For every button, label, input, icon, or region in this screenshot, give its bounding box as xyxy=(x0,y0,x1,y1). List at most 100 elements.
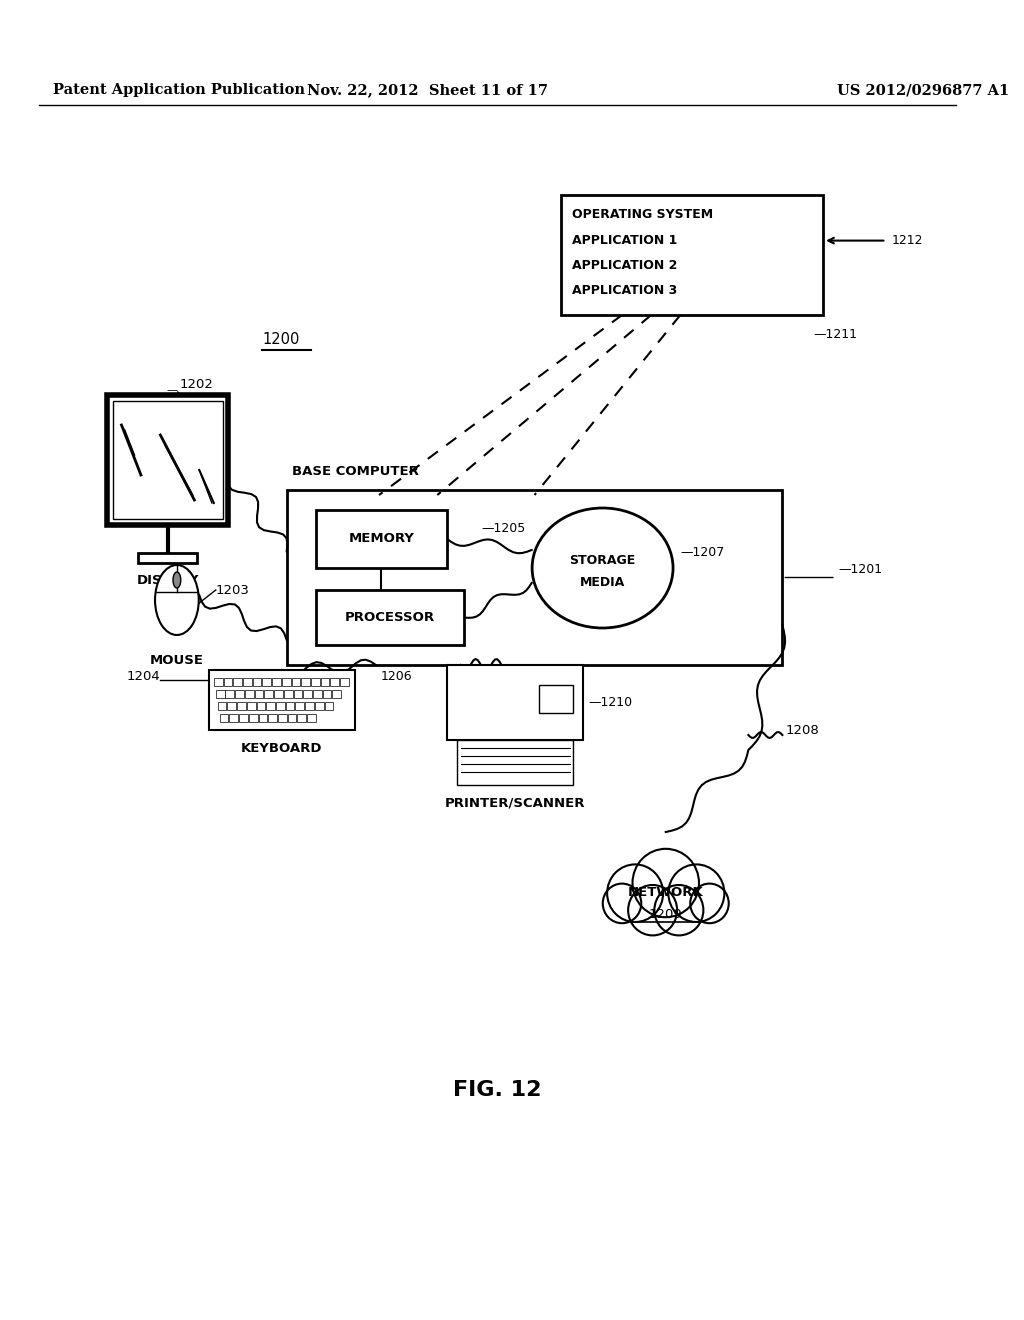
FancyBboxPatch shape xyxy=(218,702,226,710)
FancyBboxPatch shape xyxy=(457,741,573,785)
FancyBboxPatch shape xyxy=(297,714,306,722)
Text: —1207: —1207 xyxy=(680,546,725,560)
FancyBboxPatch shape xyxy=(258,714,267,722)
Text: —1205: —1205 xyxy=(481,521,525,535)
Text: MEDIA: MEDIA xyxy=(580,576,626,589)
Text: MOUSE: MOUSE xyxy=(150,653,204,667)
FancyBboxPatch shape xyxy=(243,678,252,686)
FancyBboxPatch shape xyxy=(284,690,293,698)
Text: 1203: 1203 xyxy=(216,583,250,597)
Text: MEMORY: MEMORY xyxy=(348,532,415,545)
Ellipse shape xyxy=(173,572,181,587)
Text: 1202: 1202 xyxy=(180,379,214,392)
Text: PROCESSOR: PROCESSOR xyxy=(345,611,435,624)
FancyBboxPatch shape xyxy=(278,714,287,722)
FancyBboxPatch shape xyxy=(540,685,573,713)
FancyBboxPatch shape xyxy=(561,195,823,315)
FancyBboxPatch shape xyxy=(236,690,244,698)
Text: STORAGE: STORAGE xyxy=(569,553,636,566)
FancyBboxPatch shape xyxy=(282,678,291,686)
FancyBboxPatch shape xyxy=(245,690,254,698)
FancyBboxPatch shape xyxy=(307,714,315,722)
Text: —1211: —1211 xyxy=(813,329,857,342)
FancyBboxPatch shape xyxy=(220,714,228,722)
FancyBboxPatch shape xyxy=(286,702,295,710)
FancyBboxPatch shape xyxy=(238,702,246,710)
FancyBboxPatch shape xyxy=(333,690,341,698)
FancyBboxPatch shape xyxy=(247,702,256,710)
Circle shape xyxy=(607,865,664,921)
Circle shape xyxy=(669,865,724,921)
FancyBboxPatch shape xyxy=(287,490,782,665)
FancyBboxPatch shape xyxy=(138,553,197,564)
FancyBboxPatch shape xyxy=(209,671,354,730)
FancyBboxPatch shape xyxy=(447,665,583,741)
FancyBboxPatch shape xyxy=(321,678,330,686)
FancyBboxPatch shape xyxy=(262,678,271,686)
FancyBboxPatch shape xyxy=(255,690,263,698)
FancyBboxPatch shape xyxy=(272,678,281,686)
FancyBboxPatch shape xyxy=(301,678,310,686)
Circle shape xyxy=(654,884,703,936)
Text: —1201: —1201 xyxy=(839,564,883,576)
Text: PRINTER/SCANNER: PRINTER/SCANNER xyxy=(444,796,586,809)
Text: —: — xyxy=(167,385,178,395)
Text: APPLICATION 3: APPLICATION 3 xyxy=(572,285,678,297)
FancyBboxPatch shape xyxy=(264,690,273,698)
Text: 1209: 1209 xyxy=(649,908,683,920)
FancyBboxPatch shape xyxy=(249,714,258,722)
Circle shape xyxy=(603,883,641,923)
Text: 1206: 1206 xyxy=(381,671,413,684)
FancyBboxPatch shape xyxy=(266,702,275,710)
Text: US 2012/0296877 A1: US 2012/0296877 A1 xyxy=(838,83,1010,96)
FancyBboxPatch shape xyxy=(313,690,322,698)
FancyBboxPatch shape xyxy=(233,678,242,686)
FancyBboxPatch shape xyxy=(340,678,349,686)
Circle shape xyxy=(690,883,729,923)
Text: KEYBOARD: KEYBOARD xyxy=(241,742,323,755)
FancyBboxPatch shape xyxy=(223,678,232,686)
FancyBboxPatch shape xyxy=(325,702,334,710)
FancyBboxPatch shape xyxy=(239,714,248,722)
Text: OPERATING SYSTEM: OPERATING SYSTEM xyxy=(572,207,714,220)
Text: 1204: 1204 xyxy=(127,669,161,682)
FancyBboxPatch shape xyxy=(227,702,237,710)
Circle shape xyxy=(633,849,699,917)
FancyBboxPatch shape xyxy=(305,702,314,710)
Text: DISPLAY: DISPLAY xyxy=(136,573,199,586)
Text: FIG. 12: FIG. 12 xyxy=(454,1080,542,1100)
Text: 1200: 1200 xyxy=(262,333,300,347)
FancyBboxPatch shape xyxy=(229,714,239,722)
FancyBboxPatch shape xyxy=(303,690,312,698)
Ellipse shape xyxy=(532,508,673,628)
FancyBboxPatch shape xyxy=(292,678,300,686)
Text: —1210: —1210 xyxy=(588,696,632,709)
FancyBboxPatch shape xyxy=(113,401,222,519)
Text: BASE COMPUTER: BASE COMPUTER xyxy=(292,465,419,478)
FancyBboxPatch shape xyxy=(315,702,324,710)
Text: APPLICATION 2: APPLICATION 2 xyxy=(572,259,678,272)
FancyBboxPatch shape xyxy=(106,395,228,525)
FancyBboxPatch shape xyxy=(311,678,319,686)
FancyBboxPatch shape xyxy=(214,678,222,686)
Text: APPLICATION 1: APPLICATION 1 xyxy=(572,234,678,247)
FancyBboxPatch shape xyxy=(296,702,304,710)
Ellipse shape xyxy=(155,565,199,635)
Circle shape xyxy=(628,884,677,936)
FancyBboxPatch shape xyxy=(331,678,339,686)
FancyBboxPatch shape xyxy=(268,714,276,722)
Text: 1208: 1208 xyxy=(785,723,819,737)
Text: Patent Application Publication: Patent Application Publication xyxy=(53,83,305,96)
Text: 1212: 1212 xyxy=(891,234,923,247)
FancyBboxPatch shape xyxy=(274,690,283,698)
Text: Nov. 22, 2012  Sheet 11 of 17: Nov. 22, 2012 Sheet 11 of 17 xyxy=(307,83,548,96)
FancyBboxPatch shape xyxy=(294,690,302,698)
Text: NETWORK: NETWORK xyxy=(628,886,703,899)
FancyBboxPatch shape xyxy=(315,510,447,568)
FancyBboxPatch shape xyxy=(225,690,234,698)
FancyBboxPatch shape xyxy=(276,702,285,710)
FancyBboxPatch shape xyxy=(315,590,464,645)
FancyBboxPatch shape xyxy=(253,678,261,686)
FancyBboxPatch shape xyxy=(216,690,224,698)
FancyBboxPatch shape xyxy=(323,690,332,698)
